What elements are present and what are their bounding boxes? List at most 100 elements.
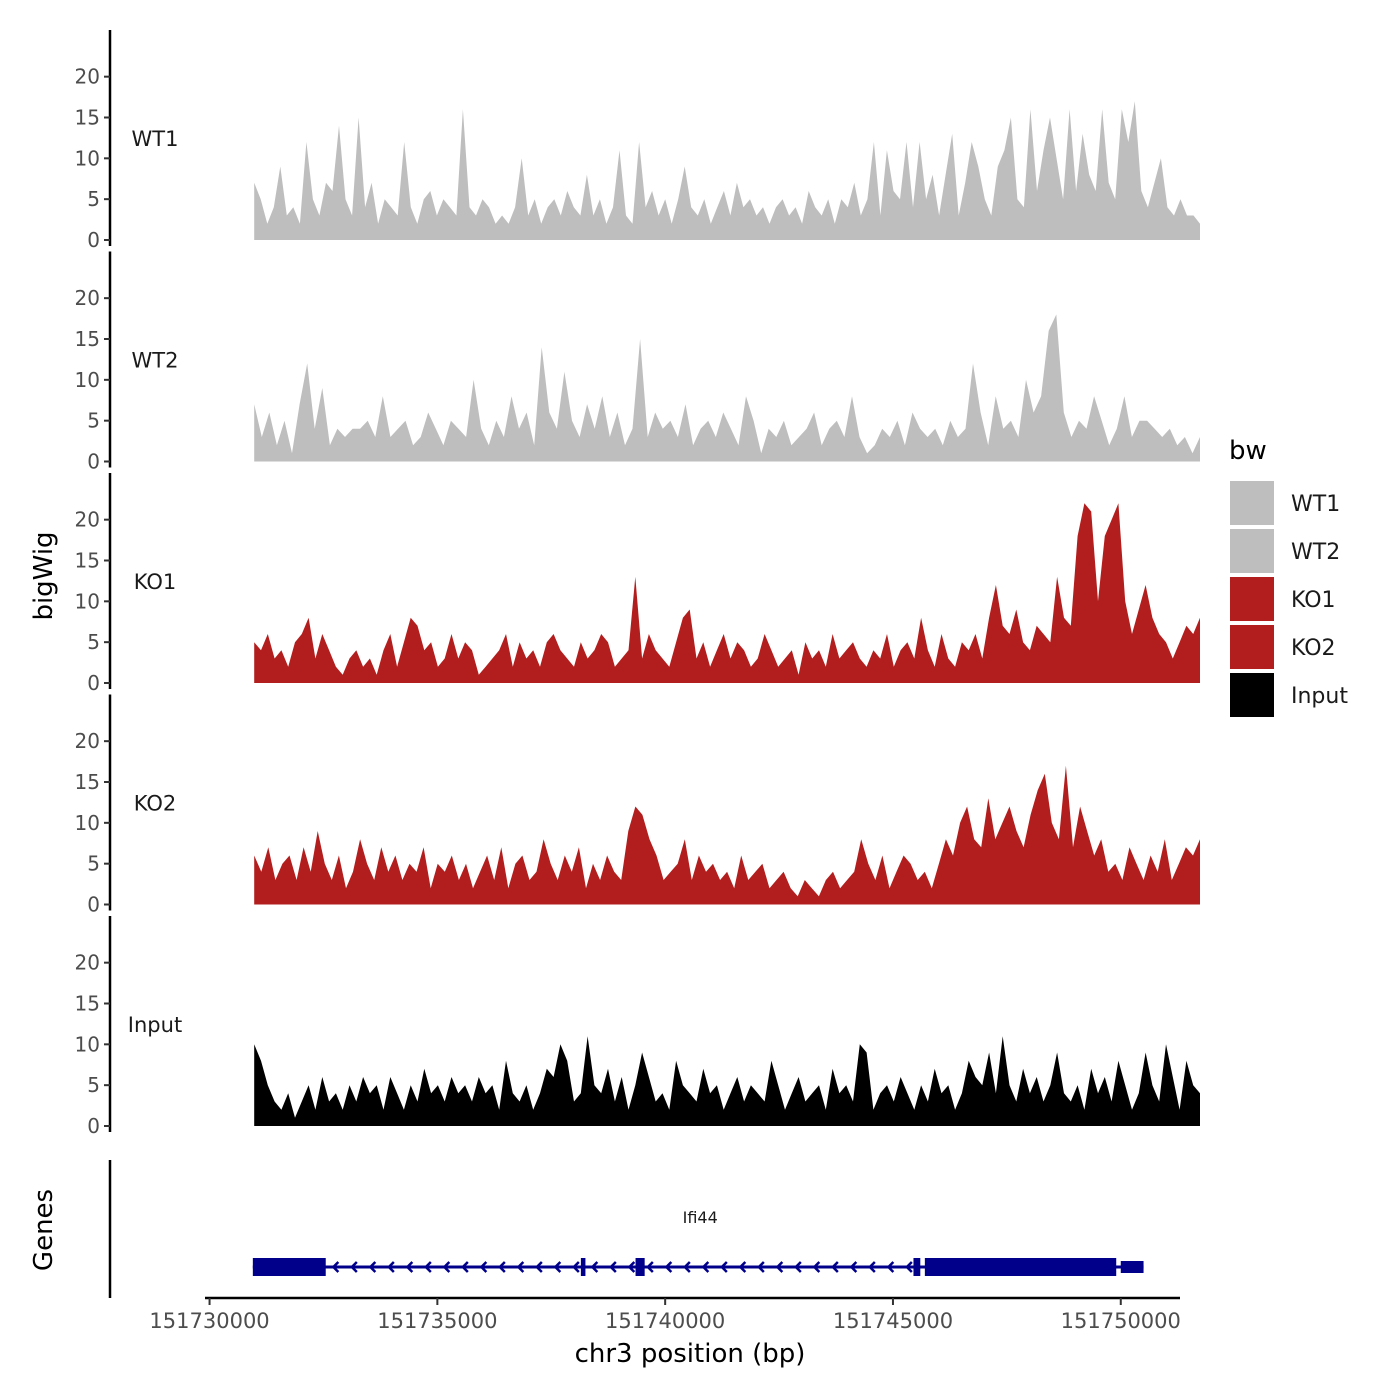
y-tick-label-wt2-10: 10 bbox=[75, 368, 100, 392]
y-tick-label-ko2-20: 20 bbox=[75, 729, 100, 753]
y-tick-label-ko2-15: 15 bbox=[75, 770, 100, 794]
y-tick-label-input-5: 5 bbox=[87, 1073, 100, 1097]
strand-arrow bbox=[609, 1261, 617, 1273]
strand-arrow bbox=[535, 1261, 543, 1273]
x-axis: 151730000 151735000 151740000 151745000 1517… bbox=[149, 1296, 1181, 1333]
exon-block bbox=[580, 1258, 586, 1276]
strand-arrow bbox=[553, 1261, 562, 1273]
area-input bbox=[254, 1036, 1200, 1126]
track-ko2: 0 5 10 15 20 KO2 bbox=[75, 694, 1200, 917]
strand-arrow bbox=[905, 1261, 913, 1273]
track-input: 0 5 10 15 20 Input bbox=[75, 916, 1200, 1138]
track-wt1: 0 5 10 15 20 WT1 bbox=[75, 30, 1200, 252]
strand-arrow bbox=[424, 1261, 432, 1273]
legend-label-ko1: KO1 bbox=[1291, 588, 1336, 613]
track-label-ko2: KO2 bbox=[134, 792, 177, 816]
strand-arrow bbox=[701, 1261, 710, 1273]
y-tick-label-wt1-10: 10 bbox=[75, 146, 100, 170]
y-tick-label-wt1-20: 20 bbox=[75, 65, 100, 89]
track-label-ko1: KO1 bbox=[134, 570, 177, 594]
strand-arrow bbox=[738, 1261, 747, 1273]
strand-arrow bbox=[479, 1261, 488, 1273]
exon-block bbox=[924, 1258, 1117, 1276]
strand-arrow bbox=[720, 1261, 728, 1273]
strand-arrow bbox=[886, 1261, 895, 1273]
y-tick-label-wt2-5: 5 bbox=[87, 409, 100, 433]
y-tick-label-ko1-5: 5 bbox=[87, 630, 100, 654]
y-tick-label-input-10: 10 bbox=[75, 1032, 100, 1056]
track-label-wt1: WT1 bbox=[132, 127, 179, 151]
y-tick-label-input-0: 0 bbox=[87, 1114, 100, 1138]
legend-key-ko1 bbox=[1228, 575, 1276, 623]
strand-arrow bbox=[590, 1261, 599, 1273]
legend-label-wt1: WT1 bbox=[1291, 492, 1340, 517]
y-tick-label-ko2-5: 5 bbox=[87, 852, 100, 876]
strand-arrow bbox=[757, 1261, 765, 1273]
strand-arrow bbox=[664, 1261, 673, 1273]
exon-block bbox=[635, 1258, 645, 1276]
x-tick-label-151745000: 151745000 bbox=[833, 1309, 953, 1333]
genes-panel: Ifi44 bbox=[108, 1160, 1144, 1298]
y-tick-label-ko2-0: 0 bbox=[87, 893, 100, 917]
y-tick-label-ko1-10: 10 bbox=[75, 589, 100, 613]
y-tick-label-wt2-15: 15 bbox=[75, 327, 100, 351]
y-axis-title: bigWig bbox=[29, 531, 59, 620]
strand-arrow bbox=[498, 1261, 506, 1273]
utr-block bbox=[1120, 1261, 1144, 1273]
track-label-input: Input bbox=[128, 1013, 182, 1037]
gene-ifi44: Ifi44 bbox=[252, 1208, 1144, 1276]
strand-arrow bbox=[572, 1261, 580, 1273]
strand-arrow bbox=[405, 1261, 414, 1273]
y-tick-label-ko1-0: 0 bbox=[87, 671, 100, 695]
y-tick-label-input-15: 15 bbox=[75, 992, 100, 1016]
strand-arrow bbox=[331, 1261, 340, 1273]
legend-label-wt2: WT2 bbox=[1291, 540, 1340, 565]
strand-arrow bbox=[812, 1261, 821, 1273]
y-tick-label-wt1-5: 5 bbox=[87, 187, 100, 211]
exon-block bbox=[252, 1258, 326, 1276]
legend-key-wt2 bbox=[1228, 527, 1276, 575]
legend-key-input bbox=[1228, 671, 1276, 719]
legend-key-ko2 bbox=[1228, 623, 1276, 671]
strand-arrow bbox=[442, 1261, 451, 1273]
y-tick-label-input-20: 20 bbox=[75, 951, 100, 975]
y-tick-label-wt2-20: 20 bbox=[75, 286, 100, 310]
strand-arrow bbox=[350, 1261, 358, 1273]
x-tick-label-151750000: 151750000 bbox=[1061, 1309, 1181, 1333]
track-label-wt2: WT2 bbox=[132, 349, 179, 373]
legend-label-input: Input bbox=[1291, 684, 1348, 709]
y-tick-label-ko1-20: 20 bbox=[75, 508, 100, 532]
strand-arrow bbox=[461, 1261, 469, 1273]
area-wt2 bbox=[254, 314, 1200, 462]
x-axis-title: chr3 position (bp) bbox=[575, 1339, 806, 1369]
x-tick-label-151735000: 151735000 bbox=[377, 1309, 497, 1333]
x-tick-label-151730000: 151730000 bbox=[149, 1309, 269, 1333]
strand-arrow bbox=[831, 1261, 839, 1273]
strand-arrow bbox=[627, 1261, 636, 1273]
y-tick-label-wt2-0: 0 bbox=[87, 450, 100, 474]
strand-arrow bbox=[868, 1261, 876, 1273]
strand-arrow bbox=[516, 1261, 525, 1273]
strand-arrow bbox=[387, 1261, 395, 1273]
genes-panel-label: Genes bbox=[29, 1189, 59, 1271]
area-ko2 bbox=[254, 765, 1200, 905]
y-tick-label-wt1-0: 0 bbox=[87, 228, 100, 252]
track-wt2: 0 5 10 15 20 WT2 bbox=[75, 251, 1200, 474]
strand-arrow bbox=[683, 1261, 691, 1273]
area-wt1 bbox=[254, 101, 1200, 240]
legend-title: bw bbox=[1229, 436, 1267, 466]
strand-arrow bbox=[646, 1261, 654, 1273]
strand-arrow bbox=[368, 1261, 377, 1273]
strand-arrow bbox=[794, 1261, 802, 1273]
legend-label-ko2: KO2 bbox=[1291, 636, 1336, 661]
y-tick-label-ko1-15: 15 bbox=[75, 549, 100, 573]
y-tick-label-ko2-10: 10 bbox=[75, 811, 100, 835]
strand-arrow bbox=[849, 1261, 858, 1273]
legend-key-wt1 bbox=[1228, 479, 1276, 527]
x-tick-label-151740000: 151740000 bbox=[605, 1309, 725, 1333]
area-ko1 bbox=[254, 503, 1200, 683]
bigwig-panels: 0 5 10 15 20 WT1 0 5 10 15 20 WT2 0 5 10 15 20 KO1 0 5 10 15 2… bbox=[75, 30, 1200, 1138]
legend: bw WT1 WT2 KO1 KO2 Input bbox=[1228, 436, 1348, 719]
y-tick-label-wt1-15: 15 bbox=[75, 106, 100, 130]
exon-block bbox=[913, 1258, 921, 1276]
